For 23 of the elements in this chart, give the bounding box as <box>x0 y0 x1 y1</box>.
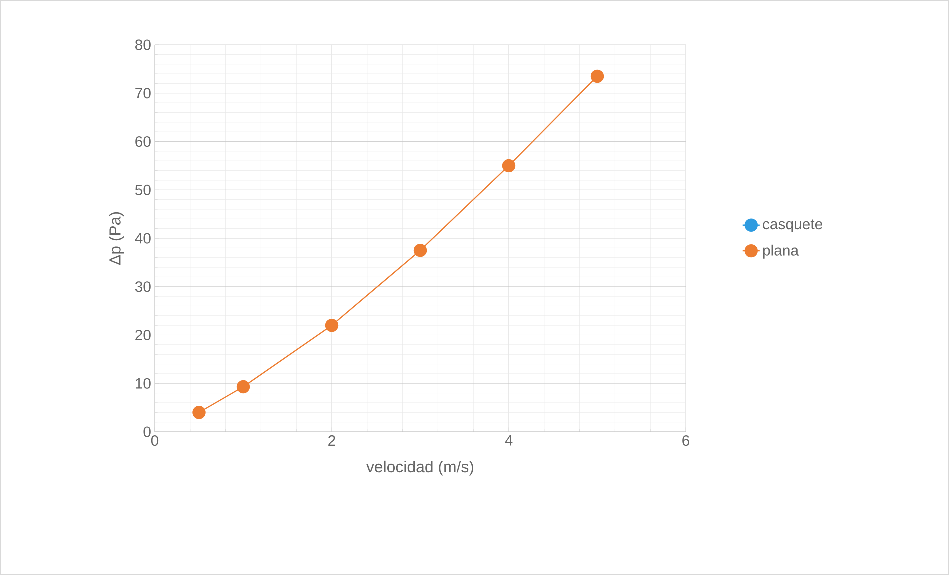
y-tick-label: 60 <box>136 136 151 148</box>
x-tick-label: 6 <box>682 436 690 446</box>
y-tick-label: 20 <box>136 330 151 341</box>
point <box>414 244 428 258</box>
x-tick-label: 4 <box>505 436 513 446</box>
point <box>590 70 604 84</box>
point <box>325 318 339 332</box>
x-tick-label: 2 <box>328 436 336 446</box>
x-tick-label: 0 <box>151 436 159 446</box>
point <box>502 159 516 173</box>
legend-label: casquete <box>763 220 822 233</box>
y-axis-title: Δp (Pa) <box>109 212 124 266</box>
y-tick-label: 30 <box>135 282 151 292</box>
point <box>236 380 250 394</box>
y-tick-label: 0 <box>144 426 151 438</box>
x-axis-title: velocidad (m/s) <box>366 460 474 476</box>
y-tick-label: 50 <box>135 184 151 196</box>
legend-label: plana <box>763 244 800 259</box>
y-tick-label: 40 <box>135 233 151 244</box>
y-tick-label: 80 <box>136 40 151 50</box>
y-tick-label: 70 <box>136 88 151 99</box>
y-tick-label: 10 <box>136 378 151 389</box>
point <box>192 406 206 420</box>
